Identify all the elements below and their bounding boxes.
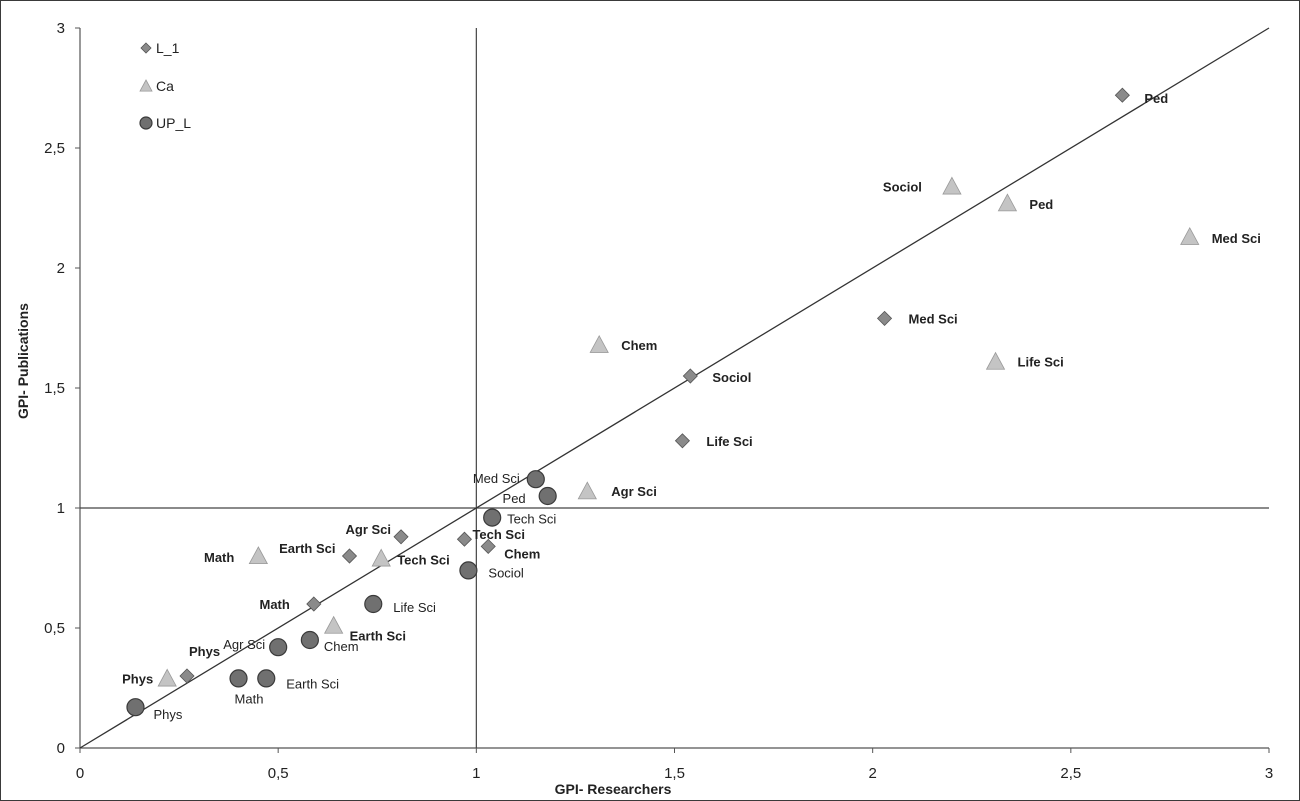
x-tick-label: 1,5 — [664, 765, 685, 782]
point-label: Sociol — [712, 370, 751, 385]
y-tick-label: 3 — [57, 20, 65, 37]
marker-triangle — [985, 351, 1006, 370]
marker-diamond — [306, 596, 322, 612]
legend-item-label: UP_L — [156, 115, 191, 131]
point-label: Phys — [122, 671, 153, 686]
marker-triangle — [248, 546, 269, 565]
point-label: Math — [259, 597, 289, 612]
point-label: Earth Sci — [350, 629, 406, 644]
marker-circle — [459, 561, 478, 580]
marker-diamond — [456, 531, 473, 547]
point-label: Life Sci — [393, 600, 436, 615]
point-label: Med Sci — [473, 471, 520, 486]
x-tick-label: 3 — [1265, 765, 1273, 782]
marker-circle — [139, 116, 153, 130]
point-label: Chem — [504, 546, 540, 561]
x-tick-label: 2 — [868, 765, 876, 782]
point-label: Ped — [503, 491, 526, 506]
point-label: Chem — [324, 639, 359, 654]
point-label: Tech Sci — [397, 552, 450, 567]
x-tick-label: 1 — [472, 765, 480, 782]
point-label: Sociol — [488, 565, 524, 580]
x-tick-label: 2,5 — [1060, 765, 1081, 782]
legend-item-label: L_1 — [156, 40, 180, 56]
y-tick-label: 0 — [57, 740, 65, 757]
marker-diamond — [393, 529, 409, 545]
marker-diamond — [179, 668, 195, 684]
point-label: Life Sci — [706, 434, 752, 449]
x-tick-label: 0 — [76, 765, 84, 782]
y-axis-title: GPI- Publications — [15, 303, 31, 419]
point-label: Earth Sci — [279, 541, 335, 556]
point-label: Med Sci — [909, 311, 958, 326]
marker-triangle — [157, 668, 177, 687]
y-tick-label: 2 — [57, 260, 65, 277]
point-label: Med Sci — [1212, 231, 1261, 246]
marker-circle — [364, 594, 383, 614]
marker-triangle — [1180, 226, 1200, 245]
marker-triangle — [942, 176, 962, 195]
point-label: Chem — [621, 338, 657, 353]
y-tick-label: 1,5 — [44, 380, 65, 397]
marker-circle — [126, 698, 145, 717]
marker-diamond — [140, 42, 152, 54]
x-tick-label: 0,5 — [268, 765, 289, 782]
y-tick-label: 0,5 — [44, 620, 65, 637]
legend-item-label: Ca — [156, 78, 174, 94]
point-label: Agr Sci — [611, 484, 657, 499]
marker-triangle — [589, 334, 609, 353]
y-tick-label: 2,5 — [44, 140, 65, 157]
marker-diamond — [674, 433, 690, 449]
point-label: Tech Sci — [472, 527, 525, 542]
point-label: Phys — [153, 707, 182, 722]
marker-triangle — [139, 79, 153, 92]
point-label: Ped — [1029, 197, 1053, 212]
point-label: Sociol — [883, 179, 922, 194]
point-label: Math — [235, 691, 264, 706]
marker-circle — [269, 638, 288, 657]
point-label: Phys — [189, 644, 220, 659]
y-tick-label: 1 — [57, 500, 65, 517]
marker-circle — [483, 508, 502, 527]
marker-diamond — [1114, 87, 1130, 103]
marker-diamond — [876, 310, 893, 326]
point-label: Life Sci — [1018, 355, 1064, 370]
marker-circle — [229, 669, 248, 688]
x-axis-title: GPI- Researchers — [555, 781, 672, 797]
marker-diamond — [341, 548, 358, 564]
marker-triangle — [997, 193, 1018, 212]
reference-line-diagonal — [79, 27, 1270, 749]
marker-circle — [538, 486, 557, 506]
point-label: Agr Sci — [346, 522, 392, 537]
marker-triangle — [577, 481, 597, 500]
marker-diamond — [480, 538, 496, 554]
marker-circle — [526, 470, 545, 489]
marker-diamond — [682, 368, 698, 384]
point-label: Ped — [1144, 91, 1168, 106]
marker-circle — [257, 669, 276, 688]
marker-triangle — [323, 615, 344, 634]
marker-circle — [300, 630, 319, 650]
point-label: Earth Sci — [286, 676, 339, 691]
marker-triangle — [371, 548, 391, 567]
point-label: Agr Sci — [223, 637, 265, 652]
point-label: Math — [204, 550, 234, 565]
point-label: Tech Sci — [507, 512, 556, 527]
